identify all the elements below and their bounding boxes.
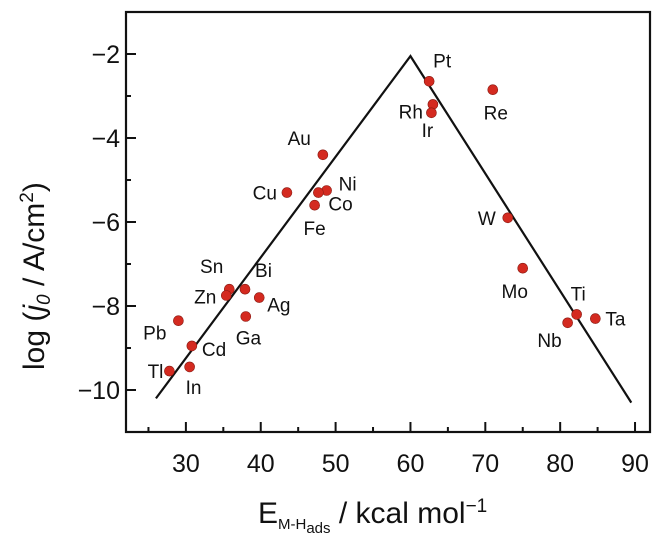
point-tl [164, 365, 175, 377]
point-label-ag: Ag [267, 296, 290, 317]
point-label-w: W [478, 209, 496, 230]
y-axis-title-pre: log ( [18, 312, 51, 370]
point-label-ti: Ti [571, 284, 586, 305]
point-label-rh: Rh [399, 102, 423, 123]
y-tick-label--6: −6 [91, 209, 120, 237]
point-label-tl: Tl [148, 362, 164, 383]
point-label-au: Au [288, 129, 311, 150]
point-zn [221, 290, 232, 301]
point-label-mo: Mo [502, 282, 528, 303]
volcano-line [155, 54, 633, 404]
point-ir [426, 107, 437, 119]
point-label-zn: Zn [194, 288, 216, 309]
point-pt [423, 76, 435, 87]
point-cu [281, 187, 293, 198]
point-co [313, 187, 324, 198]
x-tick-label-80: 80 [546, 450, 574, 478]
x-tick-label-90: 90 [621, 450, 649, 478]
point-mo [517, 262, 529, 274]
point-label-ni: Ni [339, 175, 357, 196]
x-tick-label-50: 50 [322, 450, 350, 478]
point-label-cd: Cd [202, 340, 226, 361]
x-axis-title-unit: / kcal mol [331, 497, 466, 530]
y-tick-label--10: −10 [78, 377, 120, 405]
point-ga [240, 311, 252, 322]
point-cd [186, 340, 198, 352]
y-tick-label--4: −4 [91, 125, 120, 153]
point-label-pt: Pt [433, 51, 452, 72]
point-label-ta: Ta [605, 310, 626, 331]
y-axis-title-varsub: 0 [34, 294, 55, 305]
y-axis-title-post: ) [18, 182, 51, 192]
x-axis-title: EM-Hads / kcal mol−1 [258, 496, 487, 535]
point-re [487, 84, 499, 95]
y-tick-label--2: −2 [91, 41, 120, 69]
point-label-ir: Ir [422, 121, 434, 142]
point-fe [309, 199, 320, 211]
x-tick-label-70: 70 [471, 450, 499, 478]
point-label-cu: Cu [253, 184, 277, 205]
point-in [184, 361, 195, 373]
svg-text:log (j0 / A/cm2): log (j0 / A/cm2) [17, 182, 55, 370]
point-pb [173, 315, 184, 327]
x-tick-label-30: 30 [172, 450, 200, 478]
x-axis-title-main: E [258, 497, 278, 530]
point-ag [253, 292, 265, 303]
plot-frame [124, 10, 652, 434]
point-ta [590, 313, 601, 324]
point-label-pb: Pb [143, 324, 166, 345]
point-label-sn: Sn [200, 257, 223, 278]
x-tick-label-40: 40 [247, 450, 275, 478]
x-axis-title-sub: M-H [278, 516, 306, 533]
svg-text:EM-Hads / kcal mol−1: EM-Hads / kcal mol−1 [258, 496, 487, 535]
point-au [317, 149, 329, 161]
y-axis-title: log (j0 / A/cm2) [17, 182, 55, 370]
point-label-fe: Fe [304, 219, 326, 240]
point-label-ga: Ga [236, 329, 262, 350]
point-w [502, 212, 514, 224]
point-bi [239, 283, 251, 295]
x-axis-title-sup: −1 [466, 496, 488, 517]
point-label-bi: Bi [255, 261, 272, 282]
x-axis-title-subsub: ads [306, 520, 330, 535]
y-axis-title-sup: 2 [17, 192, 38, 203]
point-ti [571, 309, 582, 320]
point-label-nb: Nb [537, 331, 561, 352]
point-label-re: Re [484, 104, 508, 125]
y-axis-title-unit: / A/cm [18, 203, 51, 295]
x-tick-label-60: 60 [397, 450, 425, 478]
y-tick-label--8: −8 [91, 293, 120, 321]
point-label-co: Co [328, 195, 352, 216]
point-nb [562, 317, 573, 329]
point-label-in: In [186, 378, 202, 399]
